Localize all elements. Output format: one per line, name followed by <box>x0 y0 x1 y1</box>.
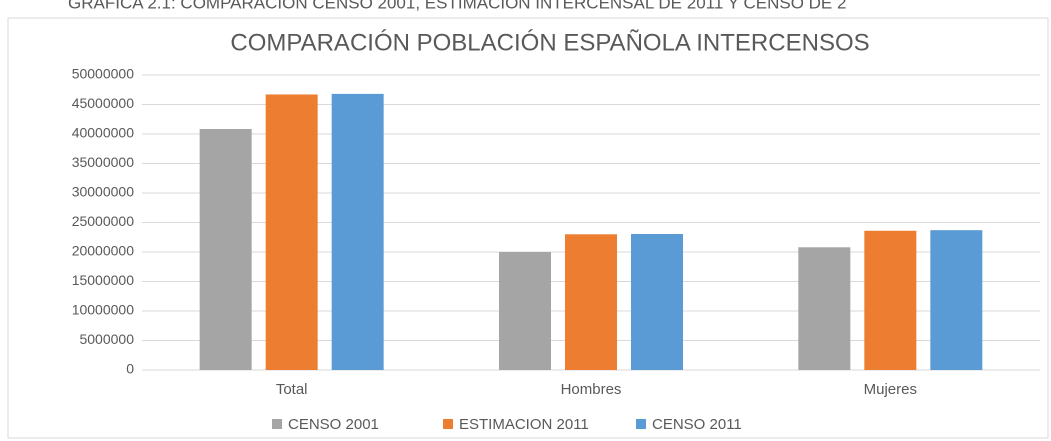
bar <box>930 230 983 370</box>
chart-border <box>7 17 1049 439</box>
bar <box>798 247 851 370</box>
chart-title: COMPARACIÓN POBLACIÓN ESPAÑOLA INTERCENS… <box>230 29 869 56</box>
legend-label: ESTIMACION 2011 <box>459 416 589 433</box>
x-tick-label: Mujeres <box>864 381 917 398</box>
y-tick-label: 0 <box>126 361 134 377</box>
bar <box>499 252 551 370</box>
y-tick-label: 15000000 <box>72 272 135 288</box>
bar <box>199 128 252 370</box>
bar <box>331 93 384 370</box>
y-tick-label: 45000000 <box>72 95 135 111</box>
caption: GRÁFICA 2.1: COMPARACIÓN CENSO 2001, EST… <box>68 0 846 12</box>
y-tick-label: 50000000 <box>72 66 135 82</box>
y-tick-label: 35000000 <box>72 154 135 170</box>
bar <box>631 234 683 370</box>
y-tick-label: 30000000 <box>72 184 135 200</box>
bar <box>265 94 318 370</box>
legend-swatch <box>272 419 282 429</box>
x-tick-label: Hombres <box>561 381 622 398</box>
y-tick-label: 40000000 <box>72 125 135 141</box>
legend-swatch <box>443 419 453 429</box>
legend-swatch <box>636 419 646 429</box>
y-tick-label: 10000000 <box>72 302 135 318</box>
y-tick-label: 20000000 <box>72 243 135 259</box>
y-tick-label: 25000000 <box>72 213 135 229</box>
legend-label: CENSO 2001 <box>288 416 379 433</box>
bar <box>565 234 617 370</box>
x-tick-label: Total <box>276 381 308 398</box>
legend-label: CENSO 2011 <box>652 416 742 433</box>
y-tick-label: 5000000 <box>79 331 134 347</box>
bar <box>864 230 917 370</box>
